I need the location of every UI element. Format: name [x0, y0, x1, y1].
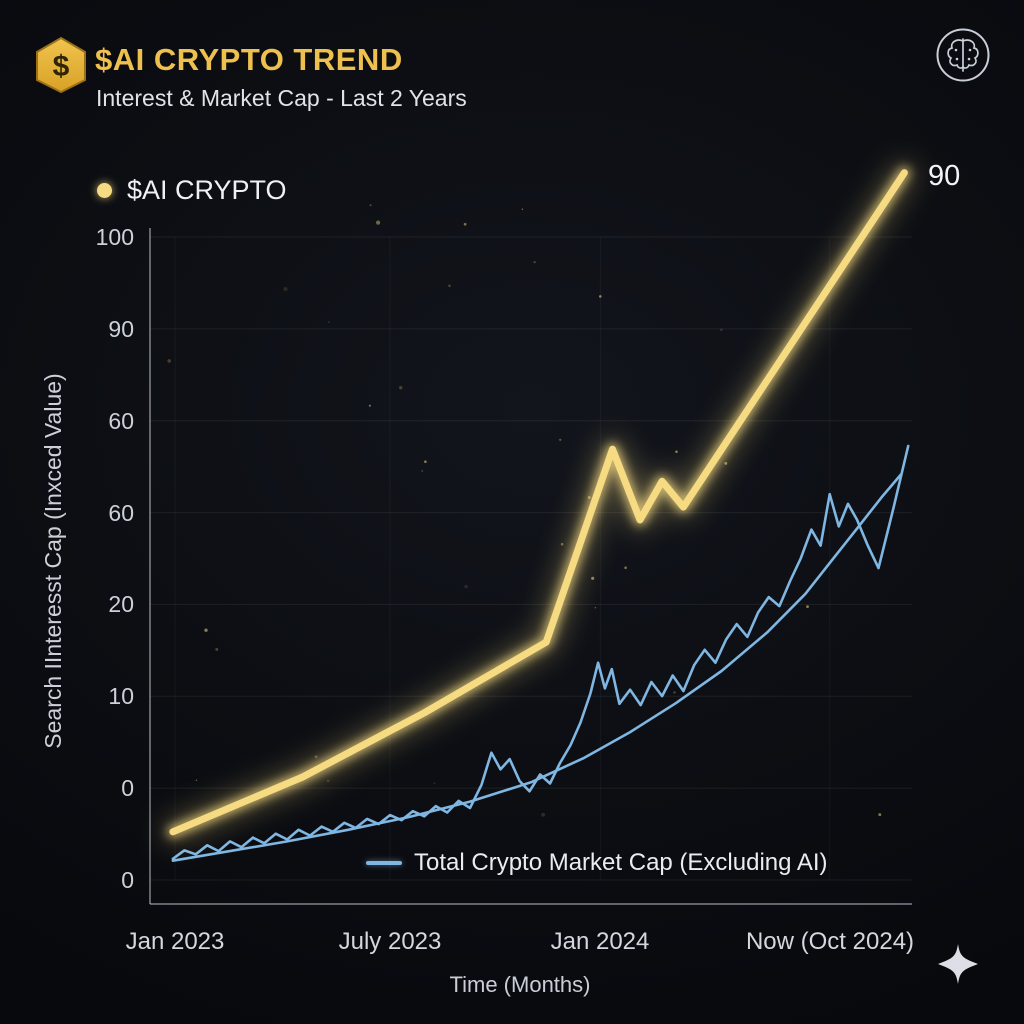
legend-ai-dot-icon	[97, 183, 112, 198]
speck	[878, 813, 882, 817]
speck	[464, 584, 468, 589]
market_noisy-line	[171, 444, 910, 861]
ai-line-glow	[162, 162, 915, 843]
speck	[463, 222, 467, 226]
speck	[448, 284, 451, 288]
speck	[594, 606, 597, 609]
speck	[376, 220, 381, 225]
ai-line	[169, 169, 908, 836]
speck	[624, 566, 627, 570]
speck	[433, 782, 436, 785]
y-axis-tick-label: 10	[108, 683, 134, 709]
speck	[541, 812, 546, 817]
market_trend-line	[171, 473, 902, 863]
speck	[720, 328, 723, 332]
speck	[399, 386, 403, 390]
y-axis-tick-label: 20	[108, 591, 134, 617]
ai-brain-circuit-icon	[936, 28, 990, 82]
ai-line-halo	[166, 166, 911, 838]
speck	[424, 460, 427, 464]
dollar-hexagon-icon: $	[36, 36, 86, 94]
legend-ai-label: $AI CRYPTO	[127, 175, 287, 205]
y-axis-tick-label: 60	[108, 408, 134, 434]
speck	[283, 286, 288, 292]
legend-market-line-icon	[366, 861, 402, 865]
speck	[559, 438, 562, 441]
speck	[204, 628, 208, 632]
speck	[326, 779, 330, 783]
y-axis-tick-label: 60	[108, 500, 134, 526]
x-axis-title: Time (Months)	[449, 972, 591, 997]
speck	[521, 208, 524, 210]
y-axis-title: Search IInteresst Cap (Inxced Value)	[40, 373, 66, 749]
x-axis-tick-label: Jan 2023	[125, 928, 225, 955]
legend-ai: $AI CRYPTO	[97, 175, 287, 206]
speck	[327, 321, 330, 323]
speck	[215, 647, 219, 651]
ai-line-end-value: 90	[928, 160, 961, 192]
y-axis-tick-label: 100	[95, 224, 134, 250]
y-axis-tick-label: 90	[108, 316, 134, 342]
speck	[598, 295, 602, 298]
x-axis-tick-label: July 2023	[338, 928, 442, 955]
speck	[533, 260, 536, 264]
x-axis-tick-label: Now (Oct 2024)	[745, 928, 915, 955]
page-title: $AI CRYPTO TREND	[95, 42, 403, 77]
legend-market-label: Total Crypto Market Cap (Excluding AI)	[414, 849, 828, 876]
dollar-glyph: $	[53, 50, 70, 83]
sparkle-icon	[938, 944, 978, 984]
speck	[195, 779, 198, 782]
speck	[560, 542, 564, 546]
speck	[675, 450, 678, 453]
y-axis-tick-label: 0	[121, 867, 134, 893]
speck	[167, 359, 171, 363]
legend-market-cap: Total Crypto Market Cap (Excluding AI)	[366, 849, 828, 877]
speck	[591, 576, 595, 580]
y-axis-tick-label: 0	[121, 775, 134, 801]
x-axis-tick-label: Jan 2024	[550, 928, 650, 955]
speck	[421, 470, 424, 472]
speck	[368, 404, 371, 407]
speck	[314, 755, 318, 759]
speck	[673, 691, 676, 694]
page-subtitle: Interest & Market Cap - Last 2 Years	[96, 85, 467, 111]
speck	[806, 605, 809, 609]
speck	[369, 204, 372, 207]
